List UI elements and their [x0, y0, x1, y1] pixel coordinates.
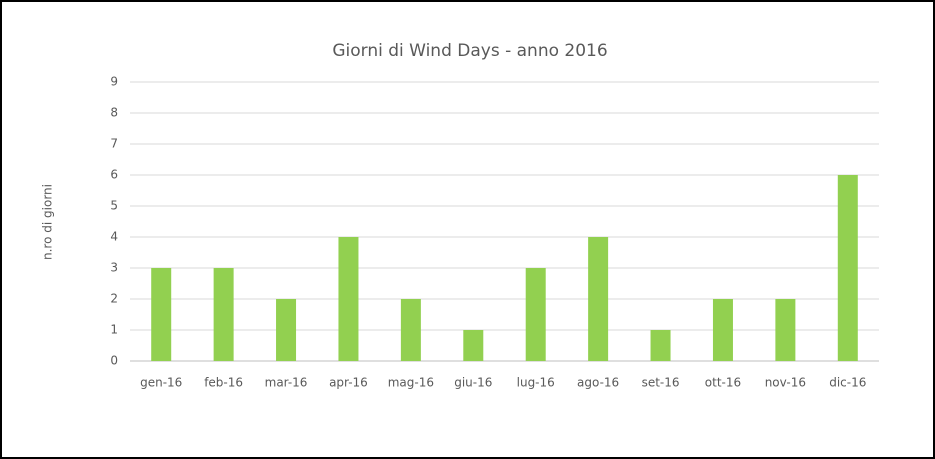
y-tick-label: 0: [110, 354, 118, 368]
bar: [775, 299, 796, 361]
x-tick-label: ott-16: [705, 376, 741, 390]
x-tick-label: nov-16: [765, 376, 806, 390]
bar: [837, 175, 858, 361]
y-tick-label: 7: [110, 137, 118, 151]
y-tick-label: 8: [110, 106, 118, 120]
bar: [400, 299, 421, 361]
x-tick-label: feb-16: [204, 376, 243, 390]
x-tick-label: mar-16: [265, 376, 308, 390]
bar: [650, 330, 671, 361]
y-tick-label: 1: [110, 323, 118, 337]
bar: [213, 268, 234, 361]
y-axis-label: n.ro di giorni: [41, 184, 55, 260]
chart-title: Giorni di Wind Days - anno 2016: [332, 41, 607, 61]
x-tick-label: gen-16: [140, 376, 182, 390]
x-tick-label: apr-16: [329, 376, 368, 390]
y-tick-label: 3: [110, 261, 118, 275]
y-tick-label: 9: [110, 75, 118, 89]
x-tick-label: set-16: [642, 376, 680, 390]
x-tick-label: giu-16: [454, 376, 492, 390]
x-tick-label: ago-16: [577, 376, 619, 390]
y-tick-label: 2: [110, 292, 118, 306]
bar: [525, 268, 546, 361]
y-tick-label: 4: [110, 230, 118, 244]
bar: [338, 237, 359, 361]
x-tick-label: mag-16: [388, 376, 434, 390]
bar: [276, 299, 297, 361]
bar: [588, 237, 609, 361]
bar: [712, 299, 733, 361]
x-tick-label: lug-16: [517, 376, 555, 390]
y-tick-label: 5: [110, 199, 118, 213]
bar: [151, 268, 172, 361]
bar: [463, 330, 484, 361]
y-tick-label: 6: [110, 168, 118, 182]
x-tick-label: dic-16: [829, 376, 866, 390]
